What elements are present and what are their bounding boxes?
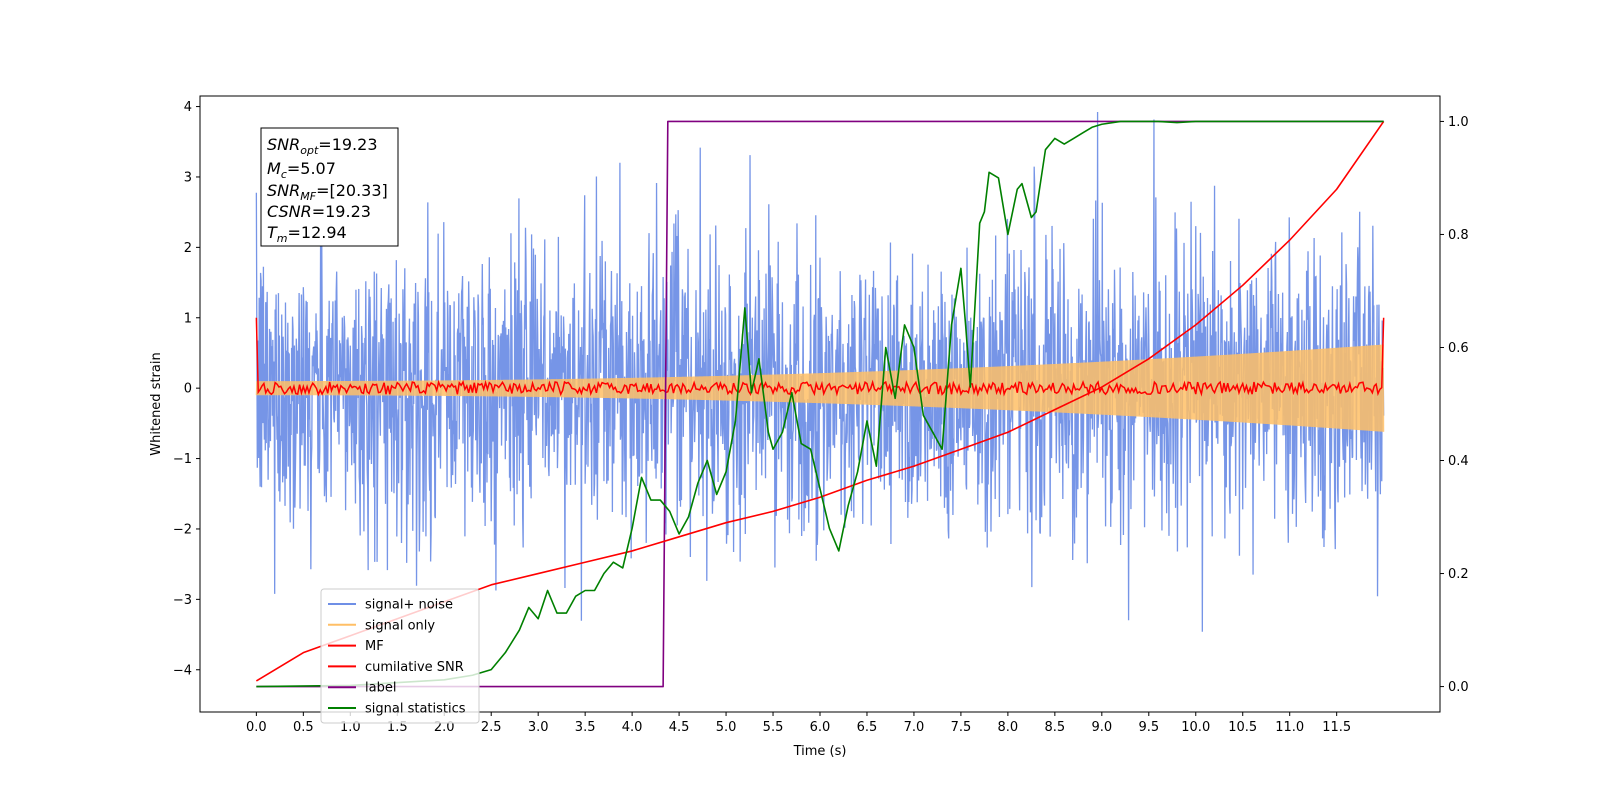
x-tick-label: 9.0 bbox=[1091, 720, 1112, 735]
x-tick-label: 11.5 bbox=[1322, 720, 1351, 735]
y-tick-label: 2 bbox=[184, 241, 192, 256]
x-tick-label: 9.5 bbox=[1138, 720, 1159, 735]
y2-tick-label: 0.0 bbox=[1448, 680, 1469, 695]
y-tick-label: 3 bbox=[184, 170, 192, 185]
anno-snr-mf: SNRMF=[20.33] bbox=[267, 181, 388, 203]
x-tick-label: 5.5 bbox=[763, 720, 784, 735]
x-tick-label: 7.5 bbox=[951, 720, 972, 735]
anno-mc: Mc=5.07 bbox=[267, 159, 336, 181]
x-axis-label: Time (s) bbox=[793, 744, 847, 759]
x-tick-label: 3.5 bbox=[575, 720, 596, 735]
y-tick-label: −4 bbox=[173, 663, 192, 678]
x-tick-label: 7.0 bbox=[904, 720, 925, 735]
x-tick-label: 2.0 bbox=[434, 720, 455, 735]
series-mf bbox=[255, 317, 1385, 397]
x-tick-label: 8.0 bbox=[998, 720, 1019, 735]
x-tick-label: 4.5 bbox=[669, 720, 690, 735]
series-signal-noise bbox=[255, 112, 1385, 632]
legend-label: signal statistics bbox=[365, 702, 466, 717]
x-tick-label: 3.0 bbox=[528, 720, 549, 735]
y2-tick-label: 0.2 bbox=[1448, 567, 1469, 582]
anno-tm: Tm=12.94 bbox=[267, 223, 347, 245]
x-tick-label: 0.0 bbox=[246, 720, 267, 735]
legend: signal+ noise signal only MF cumilative SNR… bbox=[320, 588, 480, 724]
y2-tick-label: 0.8 bbox=[1448, 228, 1469, 243]
legend-label: MF bbox=[365, 639, 384, 654]
y2-tick-label: 1.0 bbox=[1448, 115, 1469, 130]
legend-label: label bbox=[365, 681, 396, 696]
x-tick-label: 5.0 bbox=[716, 720, 737, 735]
x-tick-label: 10.0 bbox=[1181, 720, 1210, 735]
y-tick-label: −2 bbox=[173, 522, 192, 537]
legend-label: cumilative SNR bbox=[365, 660, 464, 675]
x-tick-label: 6.0 bbox=[810, 720, 831, 735]
legend-label: signal+ noise bbox=[365, 598, 453, 613]
y2-tick-label: 0.4 bbox=[1448, 454, 1469, 469]
y-tick-label: 1 bbox=[184, 311, 192, 326]
x-tick-label: 4.0 bbox=[622, 720, 643, 735]
x-tick-label: 6.5 bbox=[857, 720, 878, 735]
x-tick-label: 0.5 bbox=[293, 720, 314, 735]
x-tick-label: 11.0 bbox=[1275, 720, 1304, 735]
x-tick-label: 8.5 bbox=[1045, 720, 1066, 735]
x-tick-label: 1.0 bbox=[340, 720, 361, 735]
y-axis-right: 0.0 0.2 0.4 0.6 0.8 1.0 bbox=[1440, 115, 1469, 695]
annotation-box: SNRopt=19.23 Mc=5.07 SNRMF=[20.33] CSNR=… bbox=[260, 127, 399, 247]
x-axis: 0.0 0.5 1.0 1.5 2.0 2.5 3.0 3.5 4.0 4.5 5.0 5.5 6.0 6… bbox=[246, 712, 1351, 735]
y-axis-left: −4 −3 −2 −1 0 1 2 3 4 bbox=[173, 100, 200, 678]
y-axis-label: Whitened strain bbox=[149, 352, 164, 455]
anno-snr-opt: SNRopt=19.23 bbox=[267, 135, 378, 157]
x-tick-label: 1.5 bbox=[387, 720, 408, 735]
x-tick-label: 10.5 bbox=[1228, 720, 1257, 735]
y-tick-label: 0 bbox=[184, 382, 192, 397]
series-signal-statistics bbox=[256, 120, 1384, 688]
x-tick-label: 2.5 bbox=[481, 720, 502, 735]
y-tick-label: 4 bbox=[184, 100, 192, 115]
series-signal-only bbox=[255, 344, 1385, 432]
y-tick-label: −1 bbox=[173, 452, 192, 467]
y2-tick-label: 0.6 bbox=[1448, 341, 1469, 356]
legend-label: signal only bbox=[365, 618, 435, 633]
y-tick-label: −3 bbox=[173, 593, 192, 608]
anno-csnr: CSNR=19.23 bbox=[267, 202, 371, 221]
